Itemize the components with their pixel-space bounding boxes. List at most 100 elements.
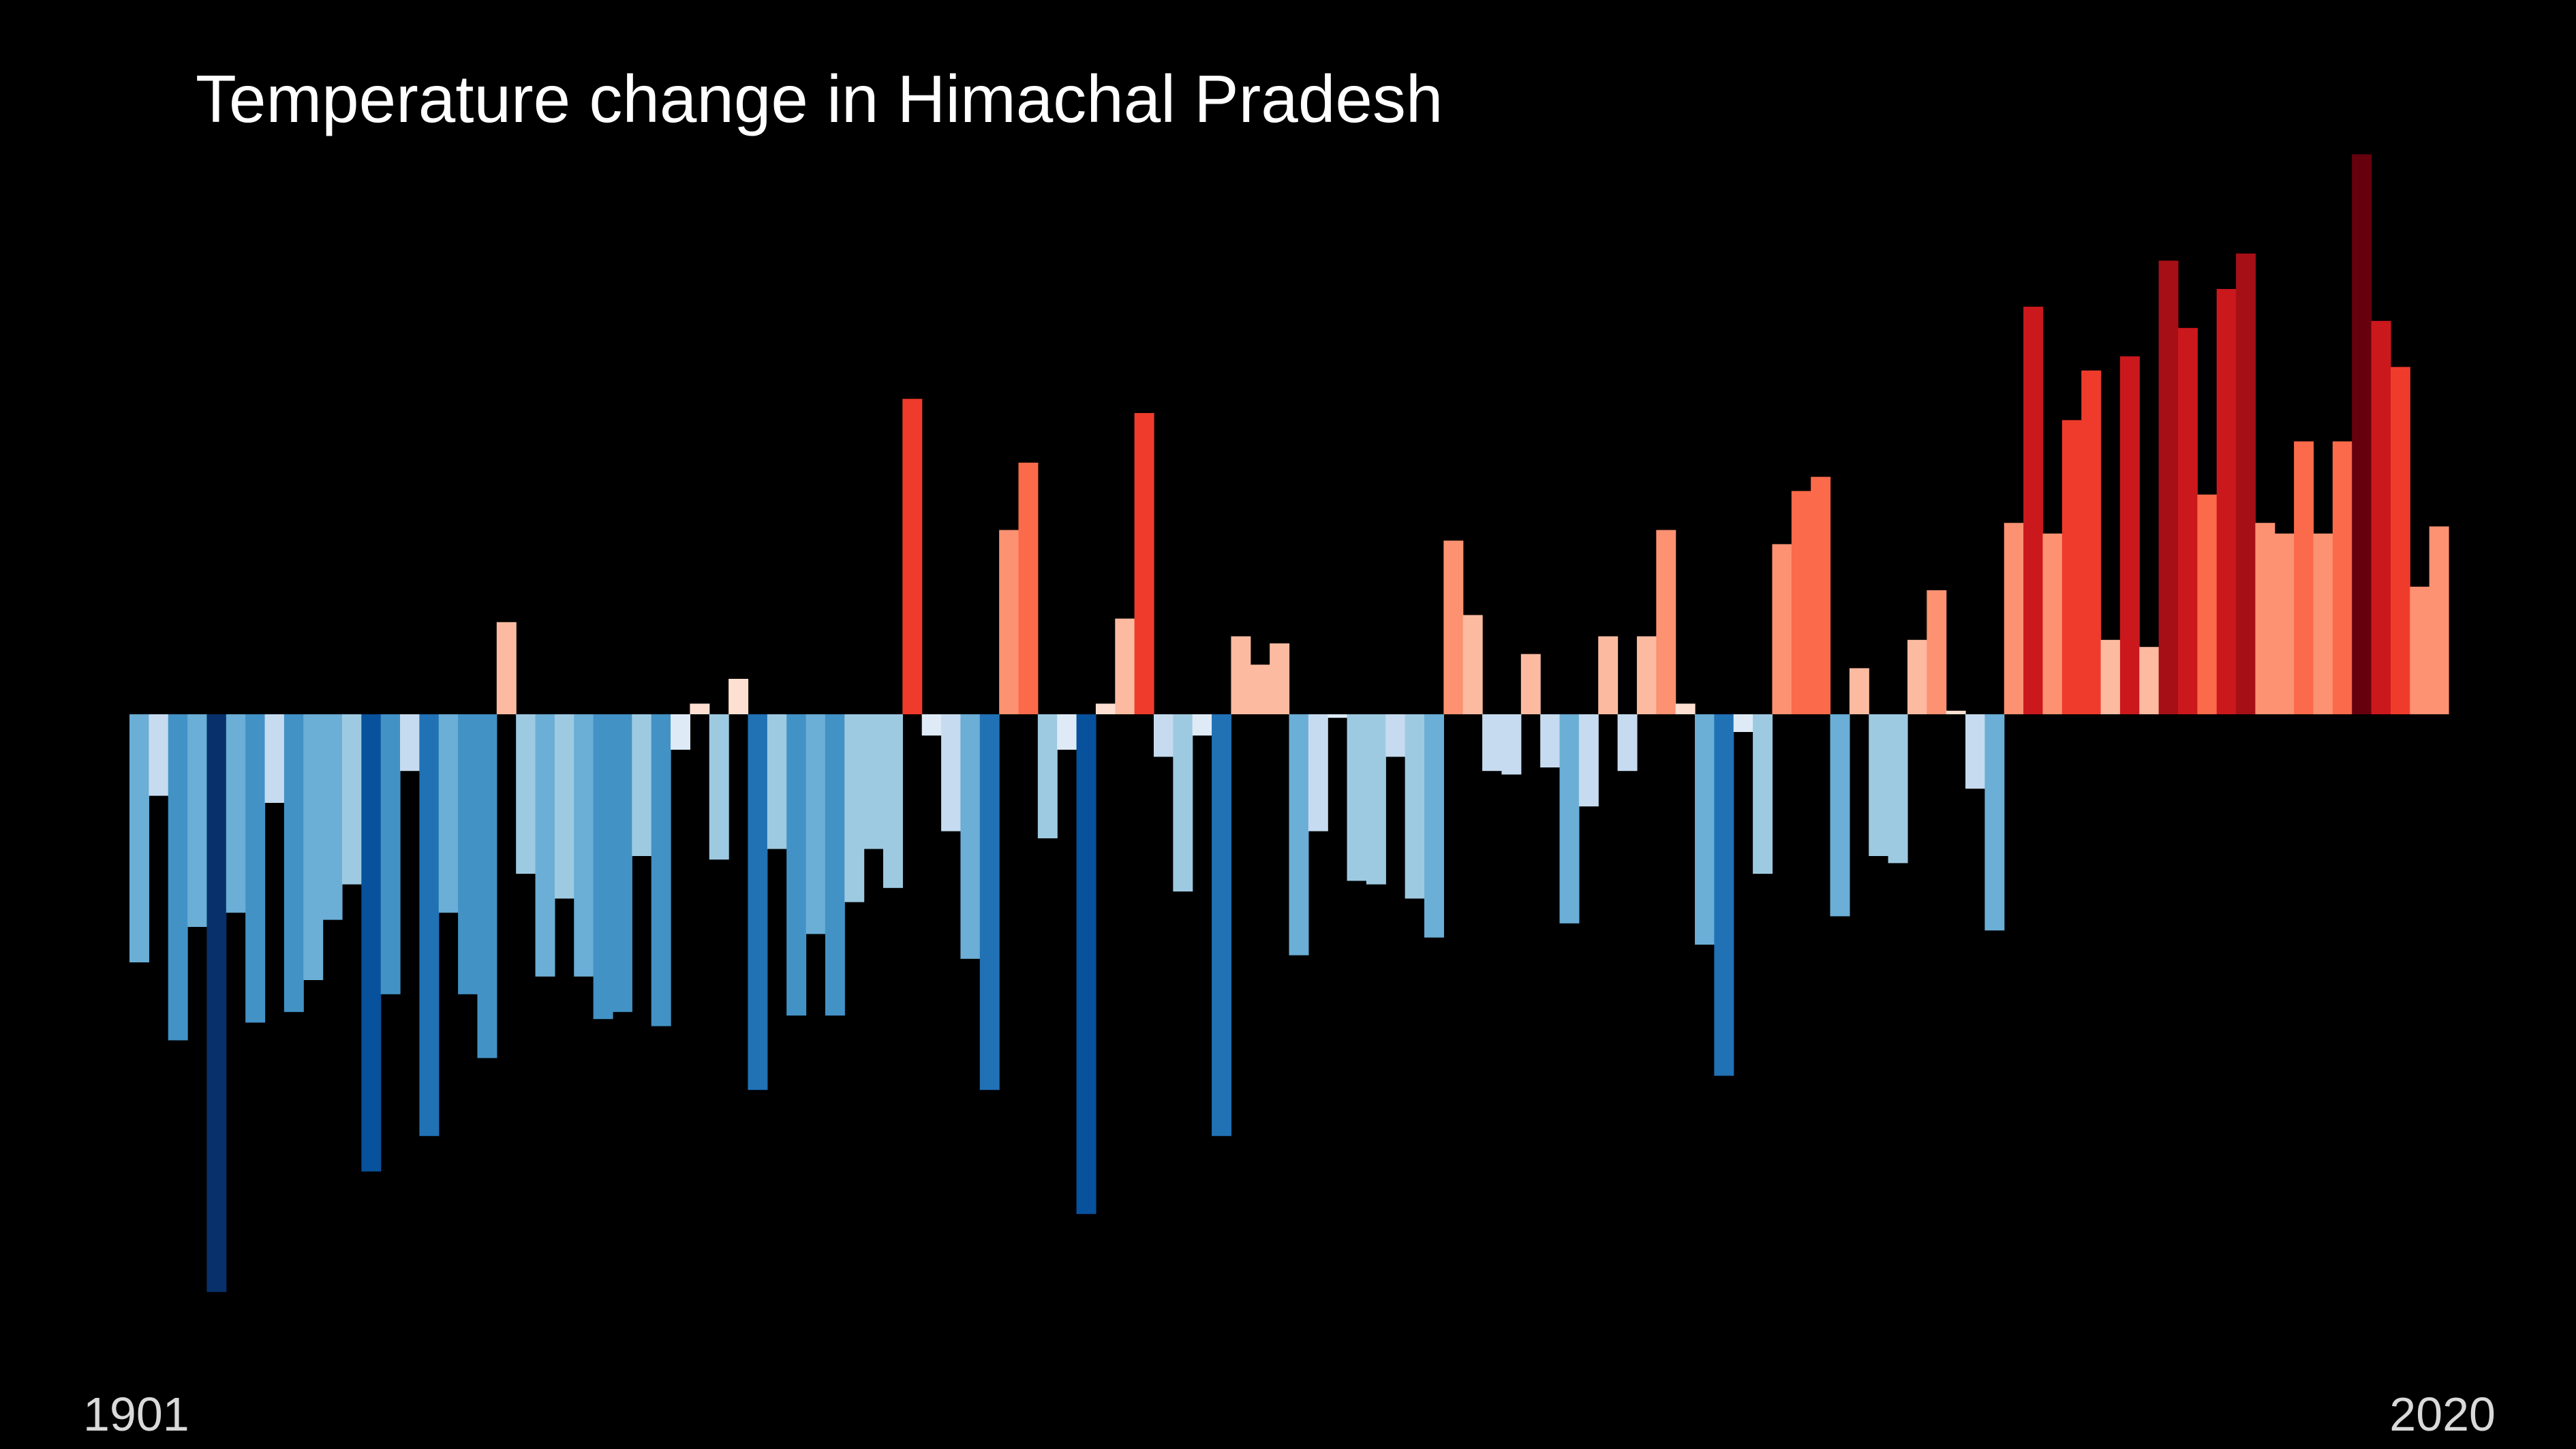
bar-1922 xyxy=(535,714,555,977)
bar-1930 xyxy=(690,703,710,714)
bar-1968 xyxy=(1424,714,1444,938)
bar-1901 xyxy=(129,714,149,962)
bar-1905 xyxy=(206,714,227,1292)
bar-1969 xyxy=(1443,540,1464,714)
bar-1994 xyxy=(1927,590,1947,714)
bar-1971 xyxy=(1482,714,1503,772)
bar-2020 xyxy=(2429,526,2449,714)
bar-1904 xyxy=(187,714,208,927)
bar-1925 xyxy=(593,714,613,1020)
bar-1949 xyxy=(1057,714,1077,750)
bar-1936 xyxy=(806,714,826,934)
bar-1956 xyxy=(1192,714,1212,736)
bar-1970 xyxy=(1462,615,1483,714)
bar-1914 xyxy=(380,714,401,994)
bar-1958 xyxy=(1231,636,1251,714)
bar-1926 xyxy=(612,714,632,1012)
bar-2016 xyxy=(2352,154,2372,714)
bar-1918 xyxy=(458,714,478,994)
bar-1911 xyxy=(322,714,343,920)
bar-1986 xyxy=(1772,544,1792,714)
bar-2012 xyxy=(2274,533,2295,714)
bar-1902 xyxy=(149,714,169,796)
bar-1995 xyxy=(1946,710,1966,714)
bar-1927 xyxy=(632,714,652,856)
bar-1909 xyxy=(283,714,304,1012)
bar-1934 xyxy=(767,714,787,849)
bar-2017 xyxy=(2371,320,2391,714)
bar-1931 xyxy=(709,714,729,860)
bar-1966 xyxy=(1385,714,1406,757)
bar-1983 xyxy=(1714,714,1734,1076)
bar-2010 xyxy=(2236,254,2256,714)
bar-1912 xyxy=(341,714,362,885)
bar-1913 xyxy=(361,714,382,1172)
bar-1952 xyxy=(1115,618,1135,714)
bar-2015 xyxy=(2332,441,2352,714)
bar-1940 xyxy=(883,714,903,888)
bar-1919 xyxy=(477,714,497,1058)
bar-1985 xyxy=(1753,714,1773,874)
bar-1924 xyxy=(574,714,594,977)
bar-2000 xyxy=(2042,533,2063,714)
bar-1957 xyxy=(1212,714,1232,1136)
bars-group xyxy=(129,154,2449,1292)
bar-1935 xyxy=(786,714,807,1016)
bar-1915 xyxy=(400,714,420,772)
bar-1959 xyxy=(1250,665,1270,714)
bar-1984 xyxy=(1733,714,1753,732)
bar-1933 xyxy=(748,714,768,1090)
bar-2008 xyxy=(2197,494,2218,714)
bar-1964 xyxy=(1347,714,1367,881)
bar-1998 xyxy=(2004,523,2024,714)
bar-2018 xyxy=(2390,367,2410,714)
bar-1945 xyxy=(979,714,1000,1090)
bar-1937 xyxy=(825,714,845,1016)
bar-2011 xyxy=(2255,523,2275,714)
bar-1992 xyxy=(1888,714,1908,864)
bar-1954 xyxy=(1153,714,1174,757)
bar-1921 xyxy=(516,714,536,874)
bar-1962 xyxy=(1308,714,1328,832)
bar-1928 xyxy=(651,714,671,1026)
chart-title: Temperature change in Himachal Pradesh xyxy=(196,61,1443,136)
bar-2014 xyxy=(2313,533,2333,714)
bar-1997 xyxy=(1984,714,2005,931)
bar-1948 xyxy=(1037,714,1058,838)
bar-1939 xyxy=(863,714,884,849)
bar-1982 xyxy=(1695,714,1715,945)
bar-1920 xyxy=(496,622,517,714)
bar-1916 xyxy=(419,714,440,1136)
bar-2006 xyxy=(2158,260,2179,714)
bar-1967 xyxy=(1405,714,1425,899)
x-axis-end-year-label: 2020 xyxy=(2389,1388,2496,1441)
bar-1960 xyxy=(1270,643,1290,714)
bar-1980 xyxy=(1656,530,1676,714)
bar-1989 xyxy=(1830,714,1850,917)
bar-2003 xyxy=(2100,639,2121,714)
bar-1981 xyxy=(1675,703,1696,714)
bar-1910 xyxy=(303,714,324,980)
bar-2009 xyxy=(2216,289,2237,714)
bar-1973 xyxy=(1520,654,1541,714)
bar-1953 xyxy=(1134,413,1154,714)
bar-1923 xyxy=(554,714,574,899)
bar-1978 xyxy=(1617,714,1638,772)
bar-1972 xyxy=(1501,714,1522,775)
bar-1974 xyxy=(1540,714,1561,767)
bar-1996 xyxy=(1965,714,1985,789)
bar-1941 xyxy=(902,399,923,714)
bar-1944 xyxy=(960,714,981,959)
bar-2001 xyxy=(2061,420,2082,714)
bar-1903 xyxy=(168,714,188,1041)
bar-2007 xyxy=(2177,328,2198,714)
bar-1993 xyxy=(1907,639,1927,714)
bar-1906 xyxy=(226,714,246,913)
bar-1951 xyxy=(1095,703,1116,714)
bar-1987 xyxy=(1791,491,1811,714)
bar-2002 xyxy=(2081,370,2102,714)
bar-1976 xyxy=(1578,714,1599,807)
bar-1938 xyxy=(844,714,865,902)
